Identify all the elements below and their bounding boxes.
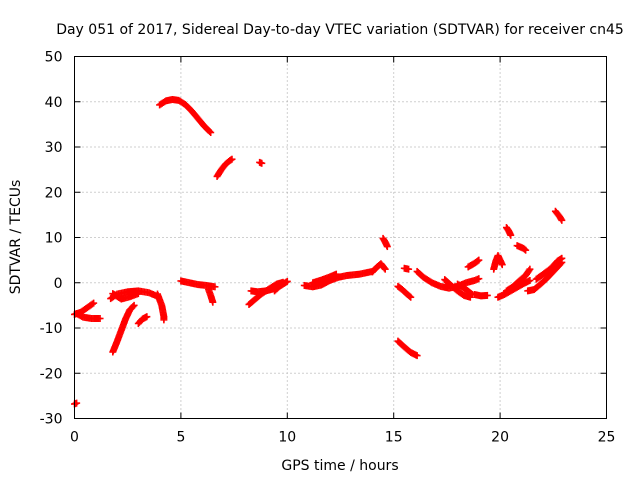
data-point	[405, 265, 413, 273]
data-point	[383, 243, 391, 251]
data-point	[407, 293, 415, 301]
data-point	[526, 276, 534, 284]
data-point	[406, 292, 414, 300]
data-point	[206, 127, 214, 135]
data-point	[558, 216, 566, 224]
x-tick-label: 10	[278, 430, 296, 446]
x-tick-label: 0	[70, 430, 79, 446]
y-tick-label: 50	[45, 50, 63, 66]
data-points	[71, 95, 566, 408]
data-point	[207, 129, 215, 137]
data-point	[160, 316, 168, 324]
data-point	[228, 155, 236, 163]
data-point	[467, 290, 475, 298]
data-point	[521, 245, 529, 253]
data-point	[209, 298, 217, 306]
data-point	[283, 277, 291, 285]
data-point	[413, 352, 421, 360]
x-tick-label: 25	[598, 430, 616, 446]
y-tick-label: -20	[40, 366, 63, 382]
data-point	[525, 266, 533, 274]
y-axis-label: SDTVAR / TECUs	[8, 180, 24, 295]
grid-lines	[74, 56, 607, 419]
plot-frame	[74, 56, 607, 419]
data-point	[475, 256, 483, 264]
data-point	[507, 231, 515, 239]
x-axis-label: GPS time / hours	[281, 458, 398, 474]
data-point	[558, 254, 566, 262]
axis-ticks: 0 5 10 15 20 25 -30 -20 -10 0 10 20 30 40 50	[40, 50, 616, 446]
data-point	[381, 265, 389, 273]
data-point	[129, 303, 137, 311]
data-point	[90, 299, 98, 307]
y-tick-label: -10	[40, 321, 63, 337]
data-point	[96, 314, 104, 322]
data-point	[498, 261, 506, 269]
data-point	[332, 270, 340, 278]
data-point	[526, 265, 534, 273]
data-point	[134, 290, 142, 298]
y-tick-label: 0	[54, 276, 63, 292]
data-point	[380, 264, 388, 272]
y-tick-label: 10	[45, 231, 63, 247]
data-point	[88, 300, 96, 308]
y-tick-label: -30	[40, 412, 63, 428]
data-point	[522, 246, 530, 254]
x-tick-label: 20	[491, 430, 509, 446]
y-tick-label: 40	[45, 95, 63, 111]
data-point	[258, 159, 266, 167]
y-tick-label: 20	[45, 185, 63, 201]
data-point	[211, 283, 219, 291]
chart-title: Day 051 of 2017, Sidereal Day-to-day VTE…	[56, 22, 624, 38]
x-tick-label: 15	[385, 430, 403, 446]
data-point	[130, 301, 138, 309]
y-tick-label: 30	[45, 140, 63, 156]
data-point	[475, 275, 483, 283]
x-tick-label: 5	[176, 430, 185, 446]
data-point	[483, 291, 491, 299]
data-point	[143, 313, 151, 321]
